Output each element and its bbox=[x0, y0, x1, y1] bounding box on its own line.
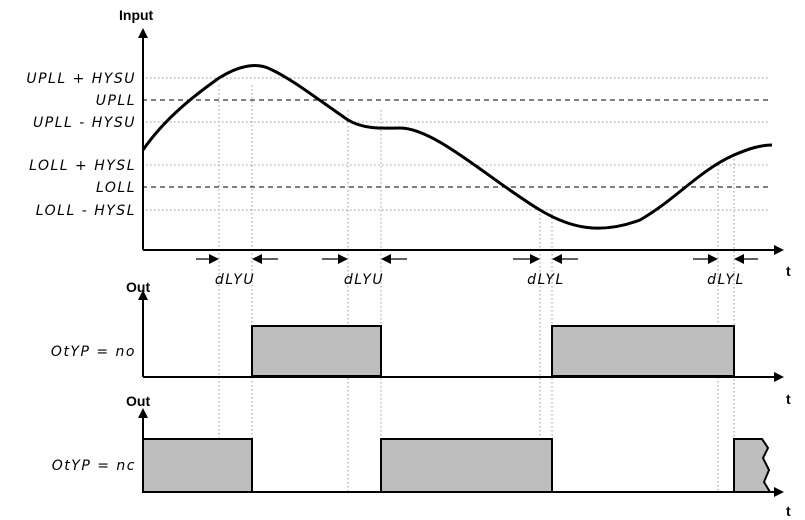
dlyu-label-2: dLYU bbox=[344, 272, 384, 288]
otyp-no-label: OtYP = no bbox=[51, 344, 136, 360]
upll-minus-hysu-label: UPLL - HYSU bbox=[33, 115, 136, 131]
pulse-nc-2 bbox=[380, 438, 553, 493]
input-axis-label: Input bbox=[119, 7, 154, 23]
dlyu-label-1: dLYU bbox=[215, 272, 255, 288]
pulse-no-1 bbox=[251, 325, 382, 377]
vertical-guides bbox=[218, 85, 735, 492]
pulse-no-2 bbox=[551, 325, 735, 377]
pulse-nc-3 bbox=[733, 438, 772, 493]
upll-label: UPLL bbox=[96, 93, 136, 109]
t-axis-label-1: t bbox=[786, 263, 791, 279]
loll-label: LOLL bbox=[96, 180, 136, 196]
t-axis-label-2: t bbox=[786, 391, 791, 407]
dlyl-label-2: dLYL bbox=[707, 272, 745, 288]
t-axis-label-3: t bbox=[786, 503, 791, 519]
input-signal-curve bbox=[141, 64, 773, 230]
axes bbox=[138, 28, 784, 497]
otyp-nc-label: OtYP = nc bbox=[52, 458, 136, 474]
pulse-nc-1 bbox=[142, 438, 253, 493]
threshold-lines bbox=[142, 77, 770, 211]
loll-minus-hysl-label: LOLL - HYSL bbox=[36, 203, 136, 219]
upll-plus-hysu-label: UPLL + HYSU bbox=[26, 71, 136, 87]
out-axis-label-1: Out bbox=[126, 279, 150, 295]
out-axis-label-2: Out bbox=[126, 393, 150, 409]
dlyl-label-1: dLYL bbox=[527, 272, 565, 288]
loll-plus-hysl-label: LOLL + HYSL bbox=[29, 158, 136, 174]
